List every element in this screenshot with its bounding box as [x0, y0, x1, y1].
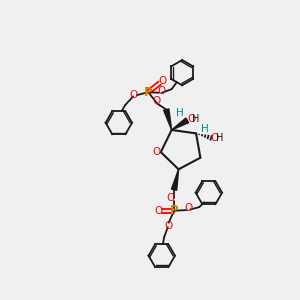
Text: O: O	[152, 97, 161, 106]
Text: H: H	[176, 108, 184, 118]
Polygon shape	[164, 109, 172, 130]
Text: H: H	[216, 133, 223, 142]
Text: O: O	[130, 90, 138, 100]
Text: O: O	[157, 86, 165, 96]
Text: O: O	[187, 114, 196, 124]
Text: O: O	[167, 193, 175, 203]
Text: H: H	[201, 124, 208, 134]
Text: O: O	[164, 221, 172, 231]
Text: O: O	[158, 76, 167, 86]
Polygon shape	[172, 118, 189, 130]
Text: P: P	[144, 86, 153, 99]
Polygon shape	[171, 169, 178, 190]
Text: O: O	[152, 146, 160, 157]
Text: H: H	[192, 114, 200, 124]
Text: O: O	[154, 206, 163, 216]
Text: O: O	[211, 133, 219, 142]
Text: O: O	[184, 203, 192, 213]
Text: P: P	[170, 204, 178, 217]
